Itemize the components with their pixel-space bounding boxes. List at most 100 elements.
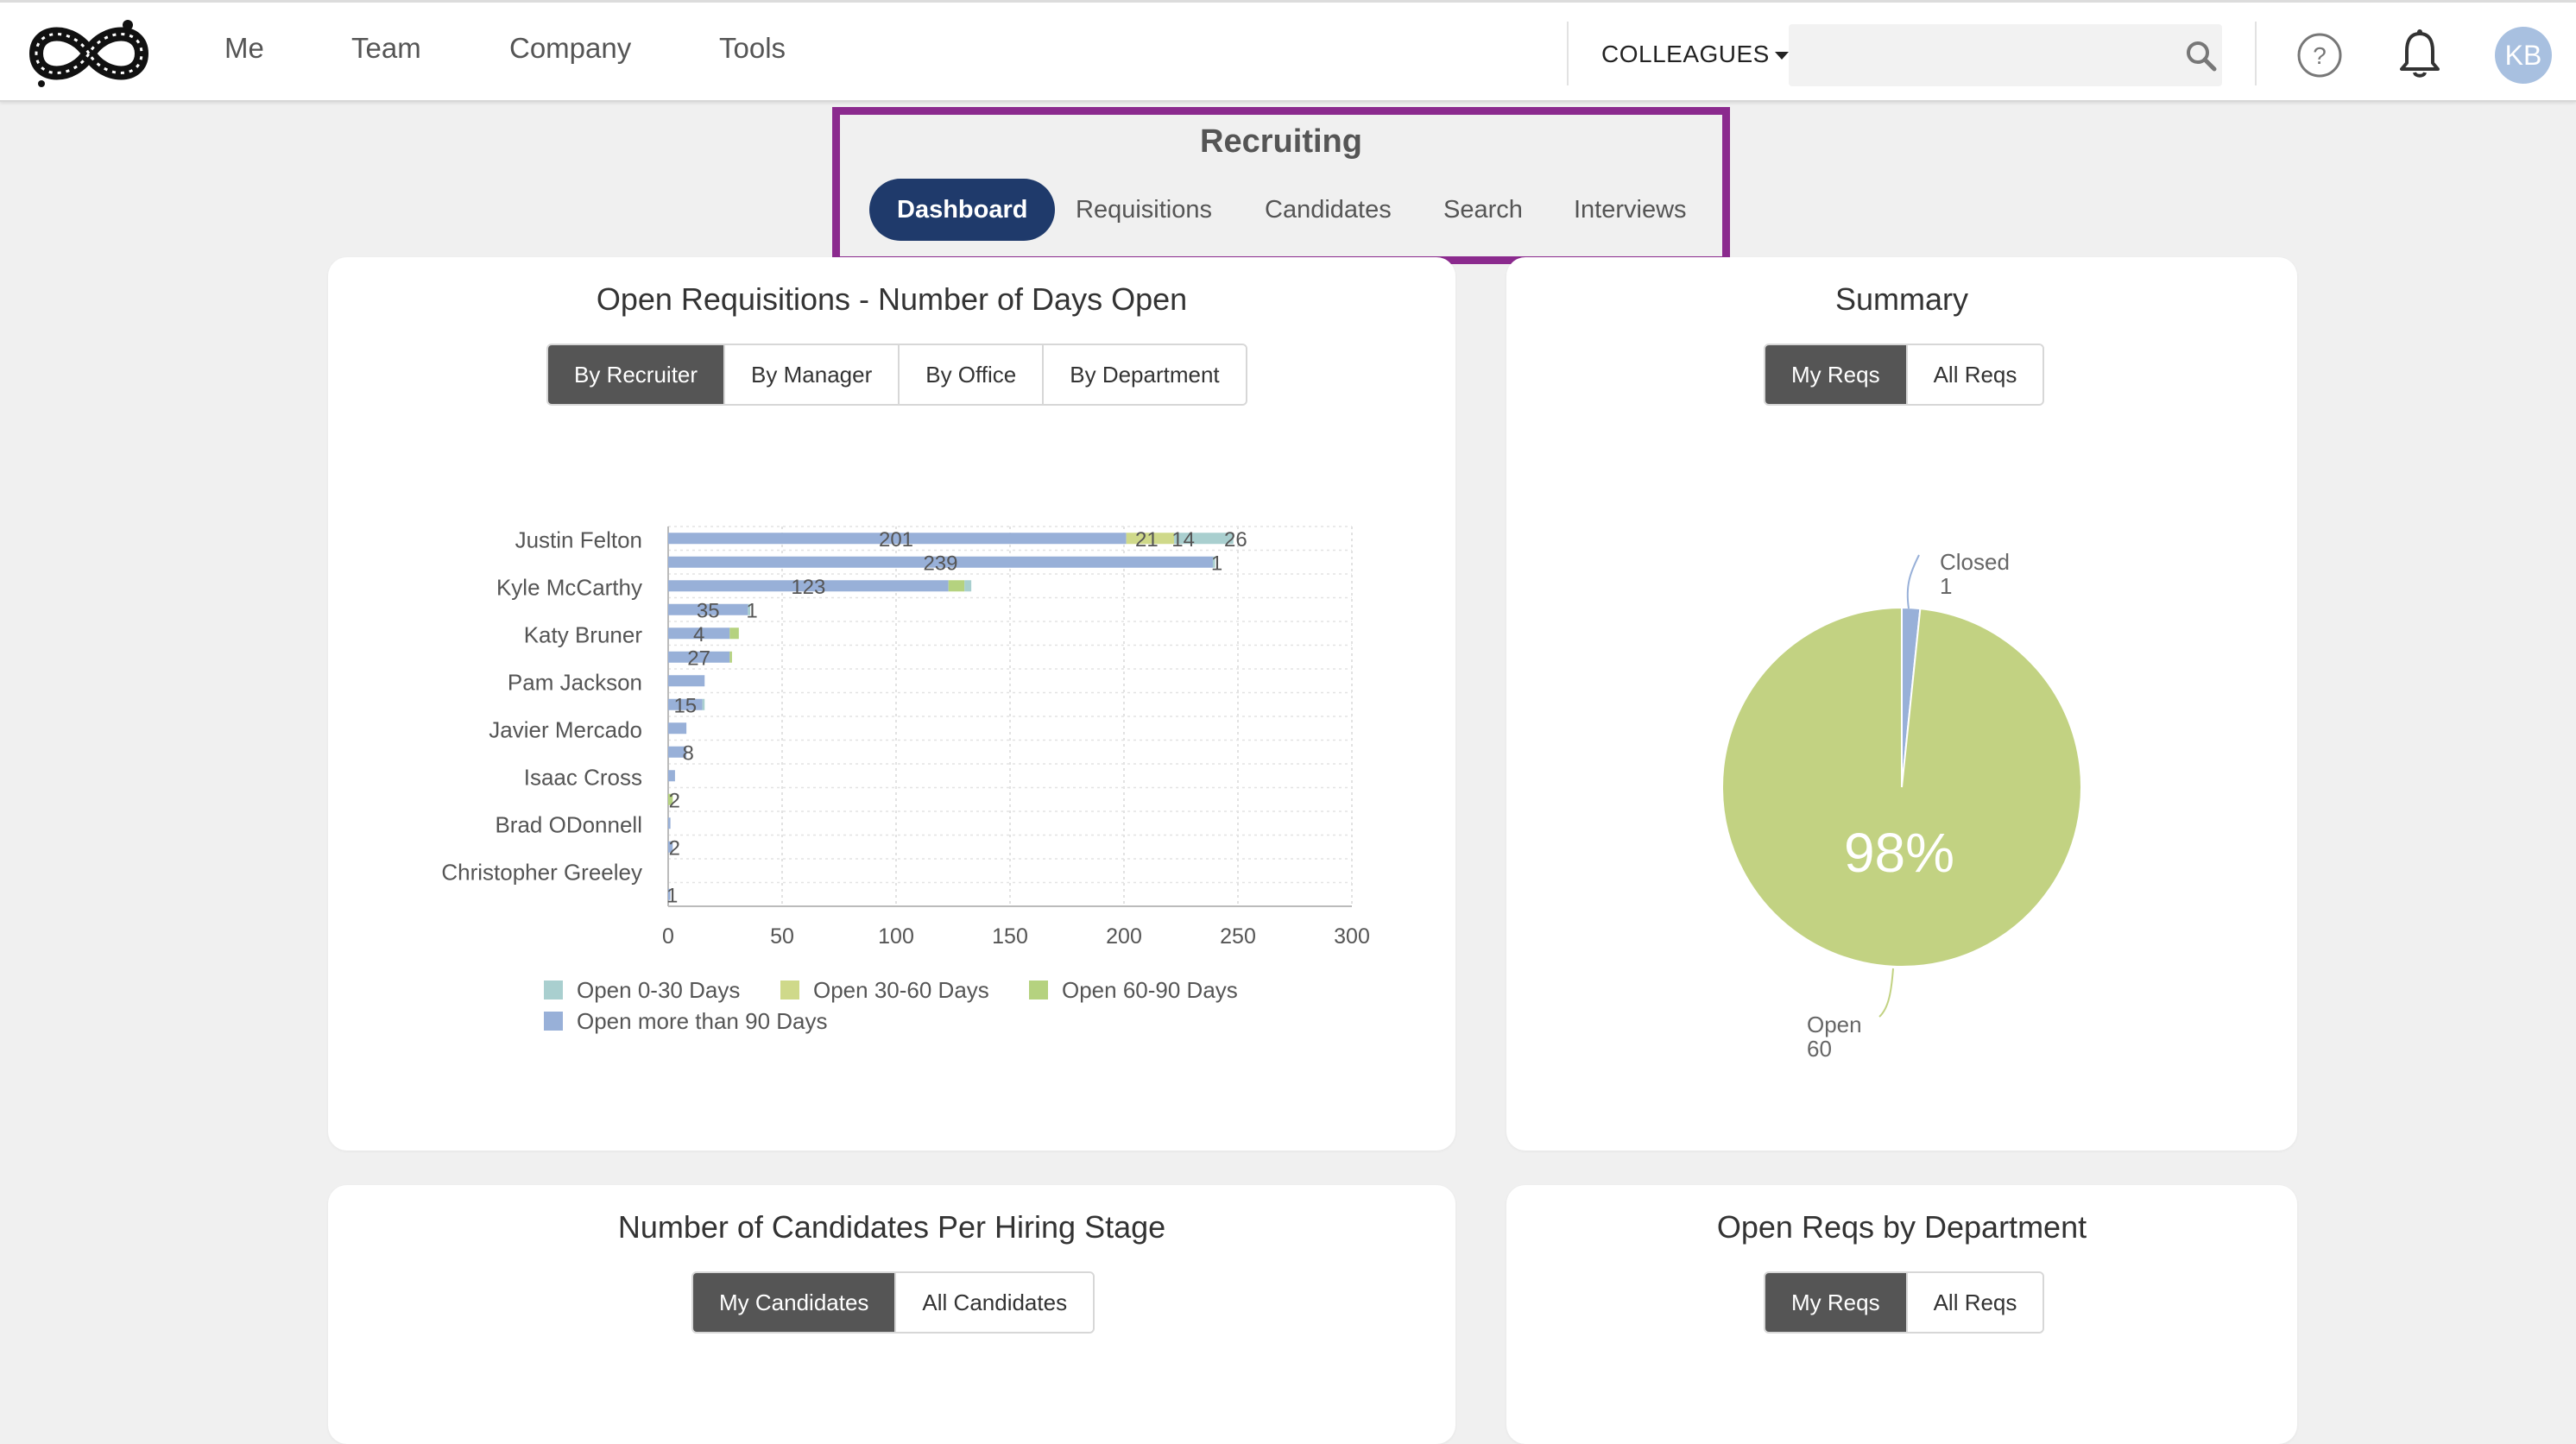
bar-data-label: 8 (682, 741, 693, 765)
bar-segment (668, 770, 675, 782)
filter-by-manager-button[interactable]: By Manager (723, 345, 899, 404)
filter-by-recruiter-button[interactable]: By Recruiter (548, 345, 724, 404)
bar-data-label: 4 (693, 623, 704, 646)
svg-text:?: ? (2313, 42, 2327, 69)
search-input[interactable] (1789, 24, 2222, 86)
bar-segment (668, 627, 730, 640)
bar-segment (729, 627, 739, 640)
caret-down-icon (1774, 52, 1789, 60)
all-candidates-button[interactable]: All Candidates (894, 1273, 1094, 1332)
summary-filter-group: My Reqs All Reqs (1764, 344, 2045, 406)
x-tick-label: 50 (770, 924, 794, 949)
legend-swatch (544, 1012, 563, 1031)
bar-data-label: 1 (1211, 552, 1222, 575)
bar-segment (668, 651, 730, 663)
y-category-label: Javier Mercado (489, 717, 642, 743)
search-icon[interactable] (2184, 39, 2219, 73)
bar-segment (668, 675, 705, 687)
pie-slice (1721, 606, 2082, 968)
open-reqs-by-department-title: Open Reqs by Department (1716, 1209, 2087, 1245)
bar-data-label: 26 (1224, 528, 1247, 552)
bar-segment (1174, 533, 1234, 545)
tab-dashboard[interactable]: Dashboard (869, 179, 1056, 241)
pie-leader-line (1878, 968, 1894, 1018)
bar-data-label: 123 (791, 576, 825, 599)
summary-title: Summary (1834, 281, 1969, 317)
y-category-label: Justin Felton (515, 527, 642, 553)
all-reqs-button[interactable]: All Reqs (1905, 345, 2043, 404)
open-requisitions-title: Open Requisitions - Number of Days Open (596, 281, 1188, 317)
bar-segment (668, 888, 671, 900)
bar-segment (668, 556, 1213, 568)
pie-label-value: 60 (1807, 1036, 1832, 1062)
nav-item-tools[interactable]: Tools (719, 32, 786, 64)
bar-segment (668, 841, 673, 853)
nav-divider (1567, 22, 1569, 85)
bar-data-label: 2 (669, 836, 680, 860)
colleagues-label: COLLEAGUES (1601, 41, 1770, 67)
legend-label: Open 60-90 Days (1062, 977, 1238, 1003)
bar-data-label: 27 (687, 646, 710, 670)
bar-segment (668, 793, 673, 805)
candidates-filter-group: My Candidates All Candidates (691, 1271, 1095, 1334)
help-icon[interactable]: ? (2296, 32, 2343, 79)
candidates-per-stage-card: Number of Candidates Per Hiring Stage My… (328, 1185, 1455, 1444)
x-tick-label: 200 (1106, 924, 1142, 949)
nav-item-team[interactable]: Team (351, 32, 421, 64)
bar-segment (729, 651, 732, 663)
tab-requisitions[interactable]: Requisitions (1076, 196, 1212, 224)
bell-icon[interactable] (2396, 28, 2443, 80)
nav-item-me[interactable]: Me (224, 32, 264, 64)
y-category-label: Katy Bruner (524, 622, 643, 648)
my-candidates-button[interactable]: My Candidates (693, 1273, 895, 1332)
x-tick-label: 300 (1334, 924, 1370, 949)
bar-segment (668, 746, 687, 758)
legend-label: Open 0-30 Days (577, 977, 740, 1003)
colleagues-dropdown[interactable]: COLLEAGUES (1601, 41, 1789, 68)
bar-segment (702, 698, 705, 710)
bar-data-label: 15 (673, 694, 697, 717)
nav-item-company[interactable]: Company (509, 32, 632, 64)
summary-card: Summary My Reqs All Reqs Closed 1 Open 60 98… (1506, 257, 2297, 1151)
nav-divider (2255, 22, 2257, 85)
pie-label-value: 1 (1940, 573, 1952, 599)
open-requisitions-card: Open Requisitions - Number of Days Open … (328, 257, 1455, 1151)
company-logo-icon[interactable] (26, 15, 152, 92)
top-navigation-bar: Me Team Company Tools COLLEAGUES ? KB (0, 0, 2576, 102)
my-reqs-button[interactable]: My Reqs (1765, 345, 1906, 404)
x-tick-label: 150 (992, 924, 1028, 949)
bar-data-label: 239 (923, 552, 957, 575)
dept-my-reqs-button[interactable]: My Reqs (1765, 1273, 1906, 1332)
pie-center-percent: 98% (1844, 822, 1954, 884)
open-reqs-filter-group: By Recruiter By Manager By Office By Dep… (546, 344, 1247, 406)
bar-data-label: 35 (697, 599, 720, 622)
pie-leader-line (1906, 554, 1920, 609)
bar-segment (668, 603, 748, 615)
x-tick-label: 250 (1220, 924, 1256, 949)
bar-data-label: 21 (1135, 528, 1159, 552)
filter-by-office-button[interactable]: By Office (898, 345, 1043, 404)
x-tick-label: 100 (878, 924, 914, 949)
bar-segment (668, 722, 687, 735)
user-avatar[interactable]: KB (2495, 27, 2552, 84)
y-category-label: Pam Jackson (508, 670, 642, 696)
tab-candidates[interactable]: Candidates (1265, 196, 1392, 224)
filter-by-department-button[interactable]: By Department (1042, 345, 1246, 404)
pie-label-name: Closed (1940, 549, 2010, 575)
bar-segment (748, 603, 751, 615)
bar-data-label: 2 (669, 789, 680, 812)
bar-segment (668, 817, 671, 829)
x-tick-label: 0 (662, 924, 674, 949)
bar-data-label: 1 (666, 884, 678, 907)
dept-all-reqs-button[interactable]: All Reqs (1905, 1273, 2043, 1332)
recruiting-title: Recruiting (1200, 123, 1362, 160)
legend-label: Open more than 90 Days (577, 1008, 828, 1034)
bar-data-label: 14 (1171, 528, 1195, 552)
bar-segment (1126, 533, 1175, 545)
tab-interviews[interactable]: Interviews (1574, 196, 1687, 224)
y-category-label: Christopher Greeley (441, 860, 642, 886)
tab-search[interactable]: Search (1443, 196, 1523, 224)
y-category-label: Brad ODonnell (495, 812, 642, 838)
bar-segment (668, 533, 1127, 545)
